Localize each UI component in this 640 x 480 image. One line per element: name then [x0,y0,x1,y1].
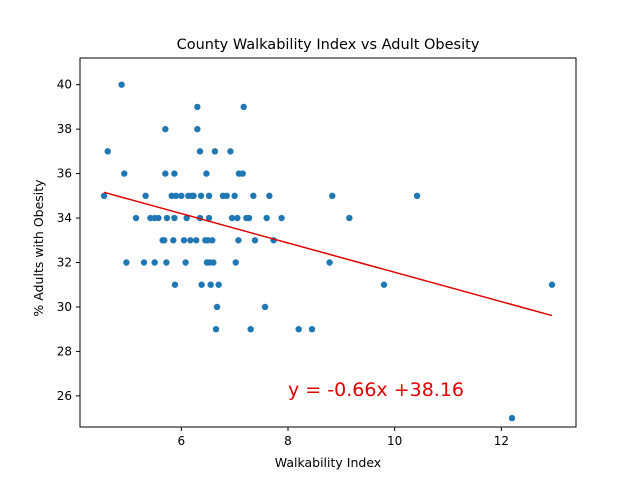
y-tick-label: 32 [57,256,72,270]
regression-line [103,191,553,317]
data-point [123,259,130,266]
data-point [190,192,197,200]
data-point [205,192,213,200]
data-point [228,214,236,222]
data-point [239,170,246,177]
data-point [142,192,149,200]
data-point [266,192,273,200]
data-point [326,259,333,266]
data-point [261,303,269,311]
data-point [227,148,234,155]
x-tick-label: 8 [284,434,292,448]
data-point [250,192,257,200]
data-point [329,192,336,200]
data-point [121,170,128,177]
data-point [100,192,108,200]
data-point [118,81,125,88]
data-point [161,237,168,244]
data-point [132,214,140,222]
data-point [207,281,214,288]
data-point [232,259,239,266]
data-point [215,281,222,288]
data-point [196,148,204,155]
data-point [140,259,148,266]
y-tick-label: 30 [57,300,72,314]
data-point [178,192,185,200]
data-point [295,325,302,333]
x-tick-label: 6 [178,434,186,448]
data-point [180,237,188,244]
data-point [211,148,219,155]
data-point [251,237,259,244]
data-point [194,125,201,133]
data-point [155,214,162,222]
data-point [162,170,169,177]
x-tick-label: 12 [494,434,509,448]
data-point [193,237,200,244]
data-point [213,303,221,311]
data-point [171,214,178,222]
data-point [197,192,205,200]
axes-frame [79,57,577,428]
x-tick-label: 10 [387,434,402,448]
data-point [308,325,316,333]
data-point [346,214,353,222]
data-point [187,237,194,244]
data-point [198,281,205,288]
data-point [263,214,270,222]
data-point [240,103,247,111]
data-point [209,237,216,244]
chart-title: County Walkability Index vs Adult Obesit… [177,37,480,53]
x-axis-label: Walkability Index [275,455,381,470]
data-point [151,259,158,266]
data-point [223,192,230,200]
y-tick-label: 38 [57,122,72,136]
data-point [508,414,516,422]
data-point [245,214,253,222]
plot-area: 6 8 10 12 26 28 30 32 34 36 38 40 y = -0.66x +38.16 [57,57,577,448]
data-point [205,214,213,222]
data-point [170,237,177,244]
data-point [380,281,388,288]
y-tick-label: 28 [57,344,72,358]
data-point [210,259,217,266]
data-point [235,237,242,244]
y-tick-label: 34 [57,211,72,225]
y-tick-label: 40 [57,78,72,92]
data-point [278,214,285,222]
data-point [413,192,421,200]
data-point [203,170,210,177]
data-point [163,259,170,266]
data-point [162,125,169,133]
data-point [231,192,238,200]
data-point [182,259,189,266]
data-point [104,148,111,155]
data-point [183,214,190,222]
data-point [212,325,220,333]
y-tick-label: 36 [57,167,72,181]
data-point [171,281,179,288]
data-point [194,103,201,111]
data-point [171,170,178,177]
regression-equation: y = -0.66x +38.16 [288,379,464,401]
data-point [234,214,241,222]
data-point [247,325,254,333]
y-axis-label: % Adults with Obesity [31,179,46,317]
y-tick-label: 26 [57,389,72,403]
data-point [548,281,556,288]
data-point [163,214,171,222]
data-point [172,192,180,200]
